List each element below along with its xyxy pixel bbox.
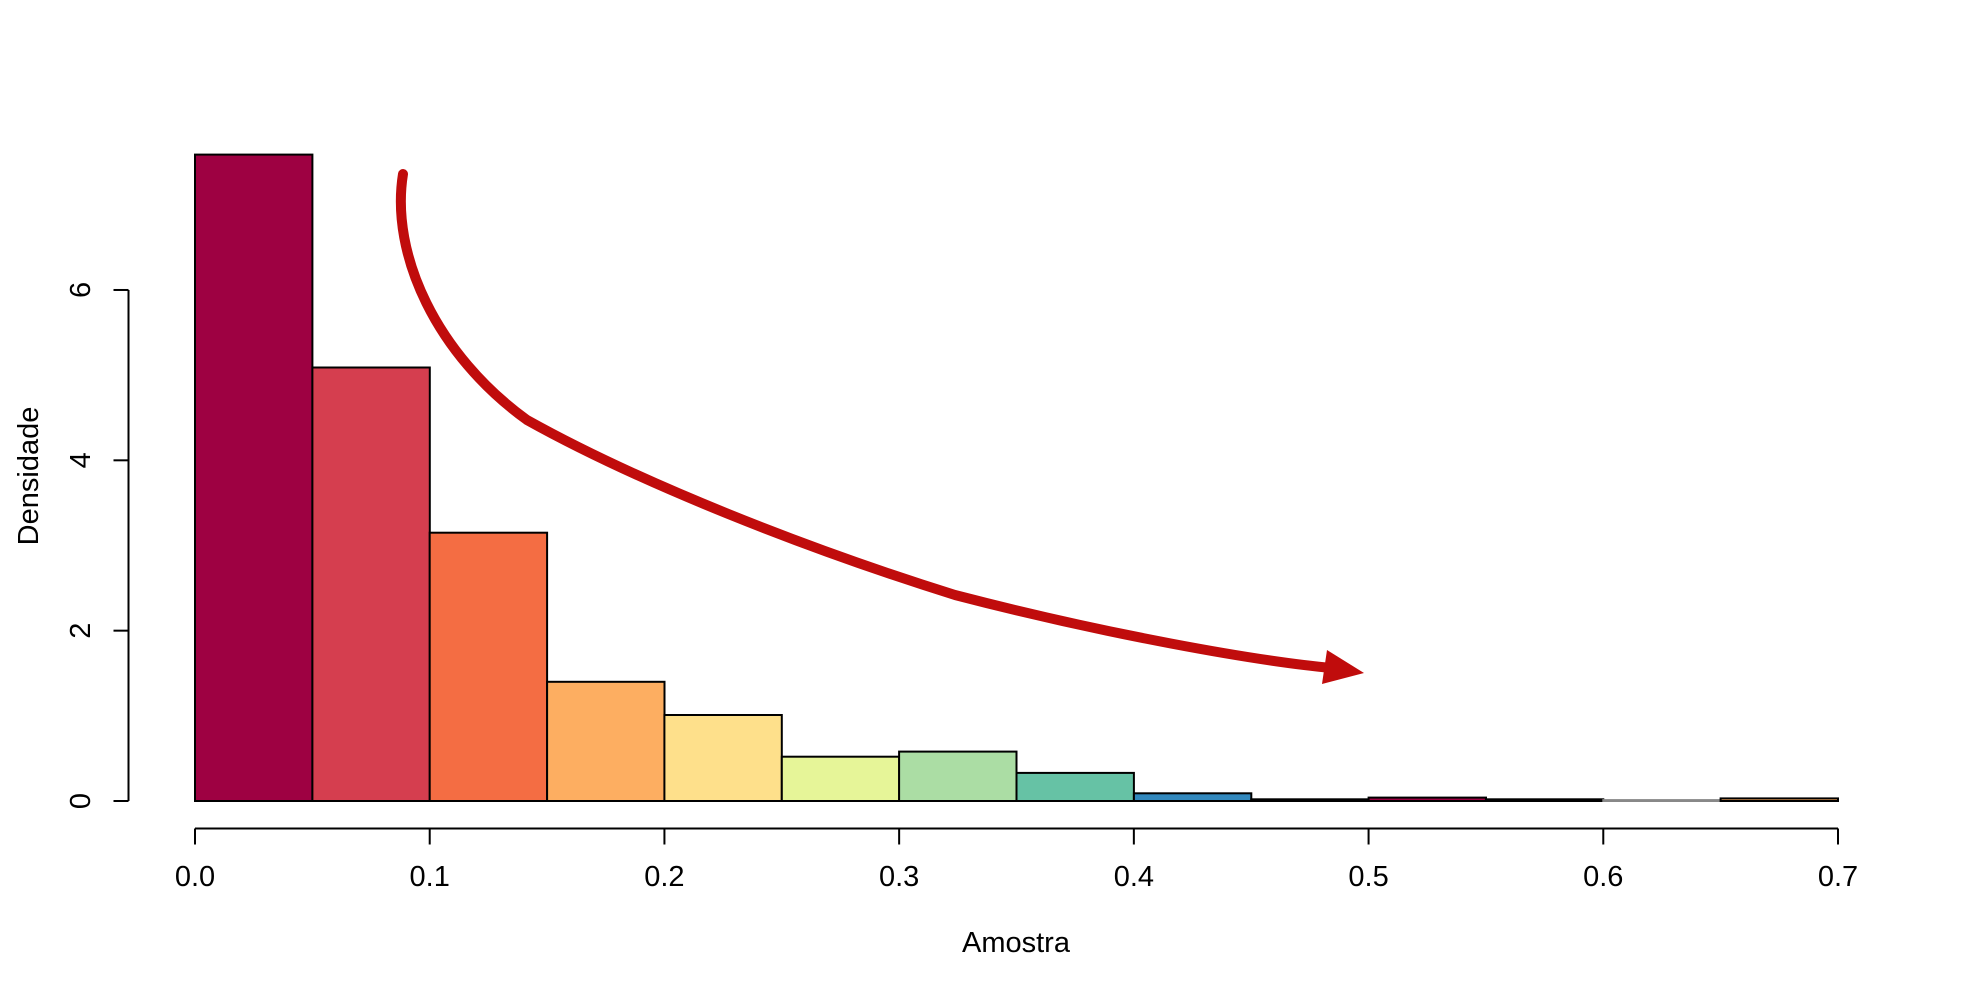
- x-tick-label: 0.5: [1348, 861, 1388, 893]
- x-tick-label: 0.4: [1114, 861, 1154, 893]
- histogram-bar: [194, 153, 314, 803]
- trend-arrow: [395, 169, 1364, 684]
- x-tick-label: 0.0: [175, 861, 215, 893]
- y-axis-title: Densidade: [13, 407, 45, 546]
- histogram-bar: [546, 680, 666, 802]
- x-tick-label: 0.7: [1818, 861, 1858, 893]
- x-tick-label: 0.2: [644, 861, 684, 893]
- x-tick-label: 0.6: [1583, 861, 1623, 893]
- histogram-bar: [428, 531, 549, 802]
- y-tick-label: 0: [65, 793, 97, 809]
- bars-layer: [194, 153, 1839, 803]
- axes-layer: 0 2 4 6 0.0 0.1 0.2 0.3 0.4 0.5 0.6 0.7: [65, 282, 1858, 893]
- arrowhead-icon: [1322, 650, 1364, 684]
- histogram-bar: [1602, 799, 1722, 802]
- histogram-bar: [311, 366, 431, 802]
- histogram-bar: [1484, 798, 1605, 802]
- histogram-bar: [663, 714, 783, 802]
- histogram-bar: [1719, 797, 1839, 803]
- histogram-bar: [1015, 771, 1135, 803]
- histogram-bar: [898, 750, 1018, 802]
- histogram-bar: [1250, 798, 1370, 802]
- histogram-bar: [1367, 796, 1487, 802]
- histogram-bar: [780, 755, 901, 803]
- x-axis-title: Amostra: [962, 927, 1071, 959]
- y-tick-label: 6: [65, 282, 97, 298]
- y-tick-label: 4: [65, 452, 97, 468]
- x-tick-label: 0.1: [410, 861, 450, 893]
- arrow-curve: [395, 169, 1337, 673]
- y-tick-label: 2: [65, 623, 97, 639]
- x-tick-label: 0.3: [879, 861, 919, 893]
- histogram-bar: [1132, 792, 1253, 802]
